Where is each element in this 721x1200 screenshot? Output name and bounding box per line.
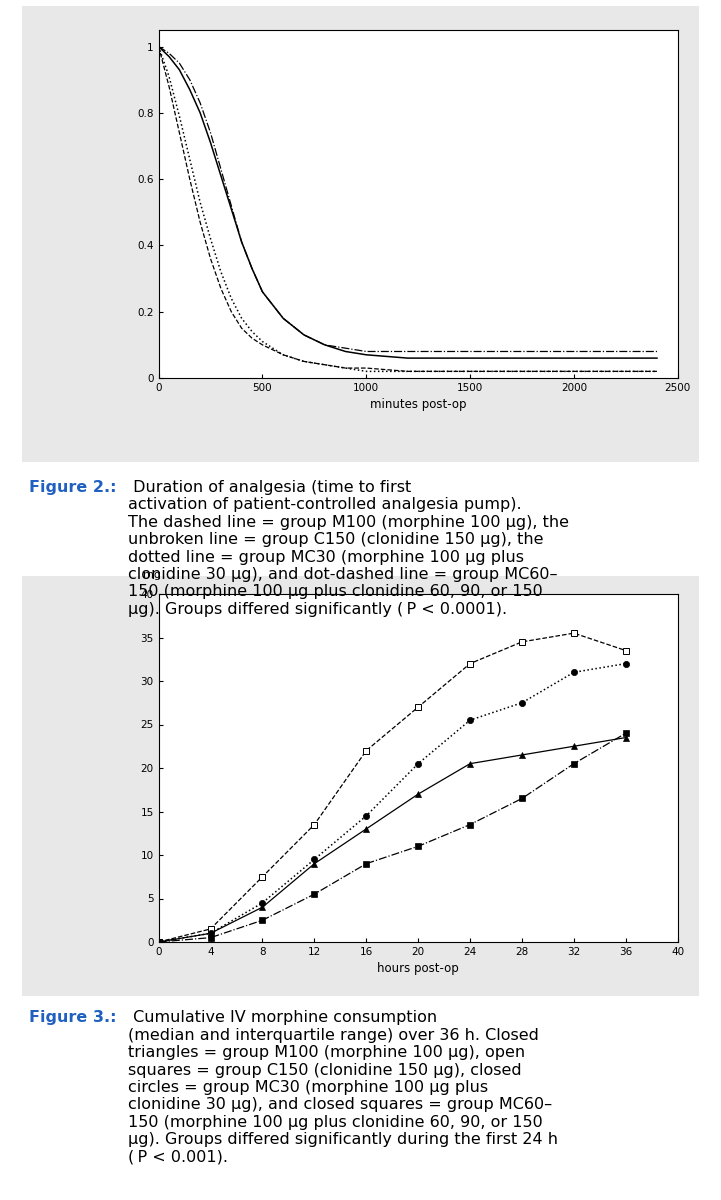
X-axis label: hours post-op: hours post-op xyxy=(377,962,459,976)
Text: Duration of analgesia (time to first
activation of patient-controlled analgesia : Duration of analgesia (time to first act… xyxy=(128,480,570,617)
Text: Figure 3.:: Figure 3.: xyxy=(29,1010,116,1025)
Text: mg: mg xyxy=(143,570,161,580)
Text: Figure 2.:: Figure 2.: xyxy=(29,480,116,494)
X-axis label: minutes post-op: minutes post-op xyxy=(370,398,466,412)
Text: Cumulative IV morphine consumption
(median and interquartile range) over 36 h. C: Cumulative IV morphine consumption (medi… xyxy=(128,1010,558,1164)
